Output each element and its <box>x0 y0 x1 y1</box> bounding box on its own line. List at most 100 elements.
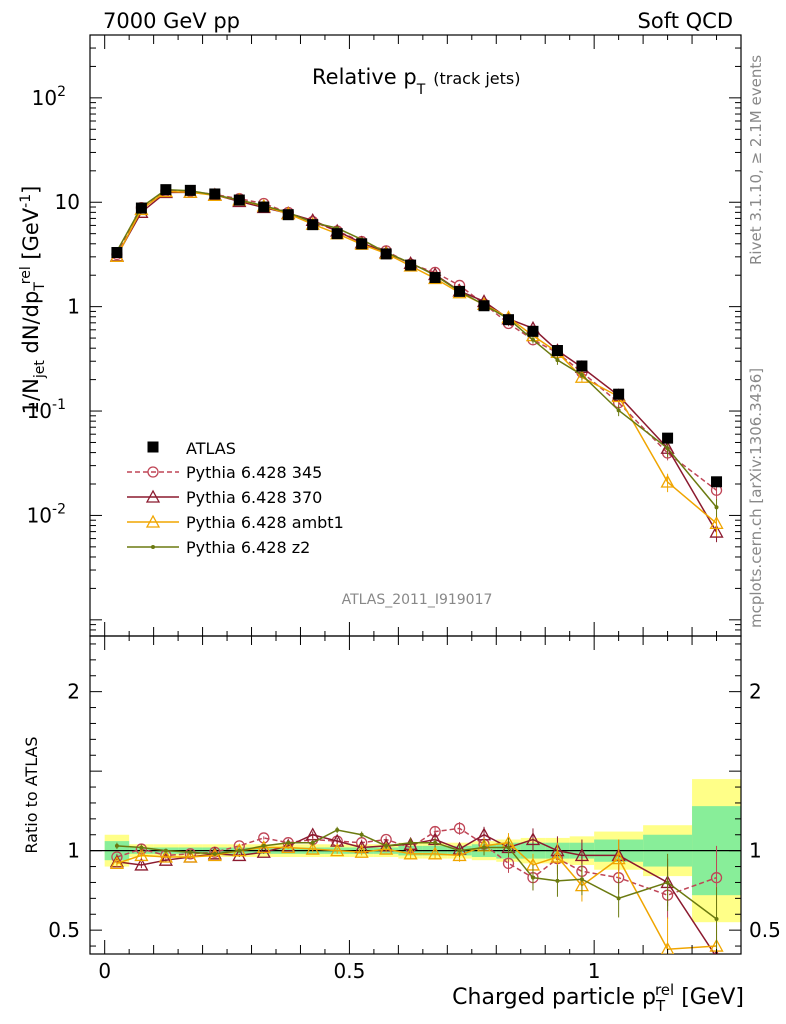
ratio-point <box>482 845 487 850</box>
series-point <box>574 369 590 383</box>
series-point <box>714 505 719 510</box>
y-axis-label: 1/Njet dN/dpTrel [GeV-1] <box>18 186 48 415</box>
series-point <box>665 446 670 451</box>
ratio-point <box>212 851 217 856</box>
data-point <box>258 201 270 213</box>
ratio-axis-label: Ratio to ATLAS <box>22 736 41 853</box>
data-point <box>111 247 123 259</box>
header-right: Soft QCD <box>638 9 733 33</box>
ratio-point <box>134 848 149 862</box>
ratio-point <box>237 848 242 853</box>
ratio-point <box>530 875 535 880</box>
ratio-point <box>261 843 266 848</box>
ratio-point <box>207 848 222 862</box>
series-2-main <box>109 184 724 537</box>
data-point <box>331 228 343 240</box>
data-point <box>478 300 490 312</box>
ratio-point <box>281 838 296 852</box>
ratio-point <box>139 845 144 850</box>
ratio-point <box>232 848 247 862</box>
ratio-point <box>379 841 394 855</box>
legend-label: ATLAS <box>186 439 236 458</box>
y-tick-label: 102 <box>32 84 66 110</box>
ratio-point <box>502 857 515 870</box>
ratio-point <box>579 877 584 882</box>
legend-label: Pythia 6.428 z2 <box>186 538 310 557</box>
ratio-point <box>506 845 511 850</box>
x-axis-label: Charged particle pTrel [GeV] <box>452 981 744 1015</box>
ratio-point <box>109 854 125 868</box>
y-tick-label: 10-1 <box>27 397 66 423</box>
data-point <box>711 476 723 488</box>
ratio-tick-label-right: 0.5 <box>749 918 781 942</box>
header-left: 7000 GeV pp <box>103 9 240 33</box>
ratio-point <box>359 832 364 837</box>
ratio-point <box>525 832 541 846</box>
svg-text:Relative pT(track jets): Relative pT(track jets) <box>312 65 520 98</box>
ratio-point <box>574 848 590 862</box>
series-point <box>555 358 560 363</box>
legend-label: Pythia 6.428 370 <box>186 488 322 507</box>
data-point <box>527 325 539 337</box>
data-point <box>135 202 147 214</box>
data-point <box>576 360 588 372</box>
legend-marker <box>147 466 159 478</box>
y-tick-label: 10-2 <box>27 501 66 527</box>
ratio-point <box>330 833 345 847</box>
ratio-point <box>256 844 271 858</box>
data-point <box>380 248 392 260</box>
ratio-point <box>433 840 438 845</box>
ratio-point <box>158 849 173 863</box>
x-tick-label: 0 <box>98 959 111 983</box>
ratio-point <box>453 822 466 835</box>
ratio-point <box>114 843 119 848</box>
ratio-point <box>660 941 675 954</box>
ratio-point <box>163 848 168 853</box>
ratio-point <box>183 849 198 863</box>
legend-marker <box>145 489 161 503</box>
series-point <box>709 524 724 538</box>
atlas-data <box>111 184 723 488</box>
data-point <box>454 285 466 297</box>
ratio-point <box>616 896 621 901</box>
y-tick-label: 10 <box>55 190 80 214</box>
legend-label: Pythia 6.428 ambt1 <box>186 513 344 532</box>
data-point <box>429 272 441 284</box>
ratio-point <box>354 844 369 858</box>
legend-label: Pythia 6.428 345 <box>186 463 322 482</box>
series-point <box>660 474 675 488</box>
ratio-point <box>384 843 389 848</box>
ratio-point <box>403 846 418 860</box>
data-point <box>233 194 245 206</box>
series-point <box>530 337 535 342</box>
data-point <box>209 188 221 200</box>
ratio-point <box>310 840 315 845</box>
series-3-ratio <box>114 826 719 951</box>
legend-marker <box>147 441 159 453</box>
chart-title: Relative pT(track jets) <box>312 65 520 98</box>
y-tick-label: 1 <box>67 295 80 319</box>
data-point <box>184 184 196 196</box>
data-point <box>503 314 514 326</box>
ratio-point <box>665 880 670 885</box>
ratio-tick-label-right: 1 <box>749 839 762 863</box>
series-line <box>116 188 718 508</box>
data-point <box>356 238 368 250</box>
ratio-point <box>184 848 196 860</box>
data-point <box>551 345 563 357</box>
ratio-point <box>158 852 173 866</box>
ratio-tick-label-right: 2 <box>749 680 762 704</box>
x-tick-label: 0.5 <box>334 959 366 983</box>
legend-marker <box>151 545 155 549</box>
ratio-point <box>714 917 719 922</box>
analysis-id: ATLAS_2011_I919017 <box>342 592 493 608</box>
data-point <box>662 432 674 444</box>
ratio-point <box>134 857 149 871</box>
legend: ATLAS Pythia 6.428 345 Pythia 6.428 370 Pyt… <box>127 439 344 557</box>
ratio-point <box>457 848 462 853</box>
ratio-point <box>335 827 340 832</box>
series-point <box>616 408 621 413</box>
series-point <box>709 515 724 529</box>
ratio-plot-frame <box>89 635 742 955</box>
